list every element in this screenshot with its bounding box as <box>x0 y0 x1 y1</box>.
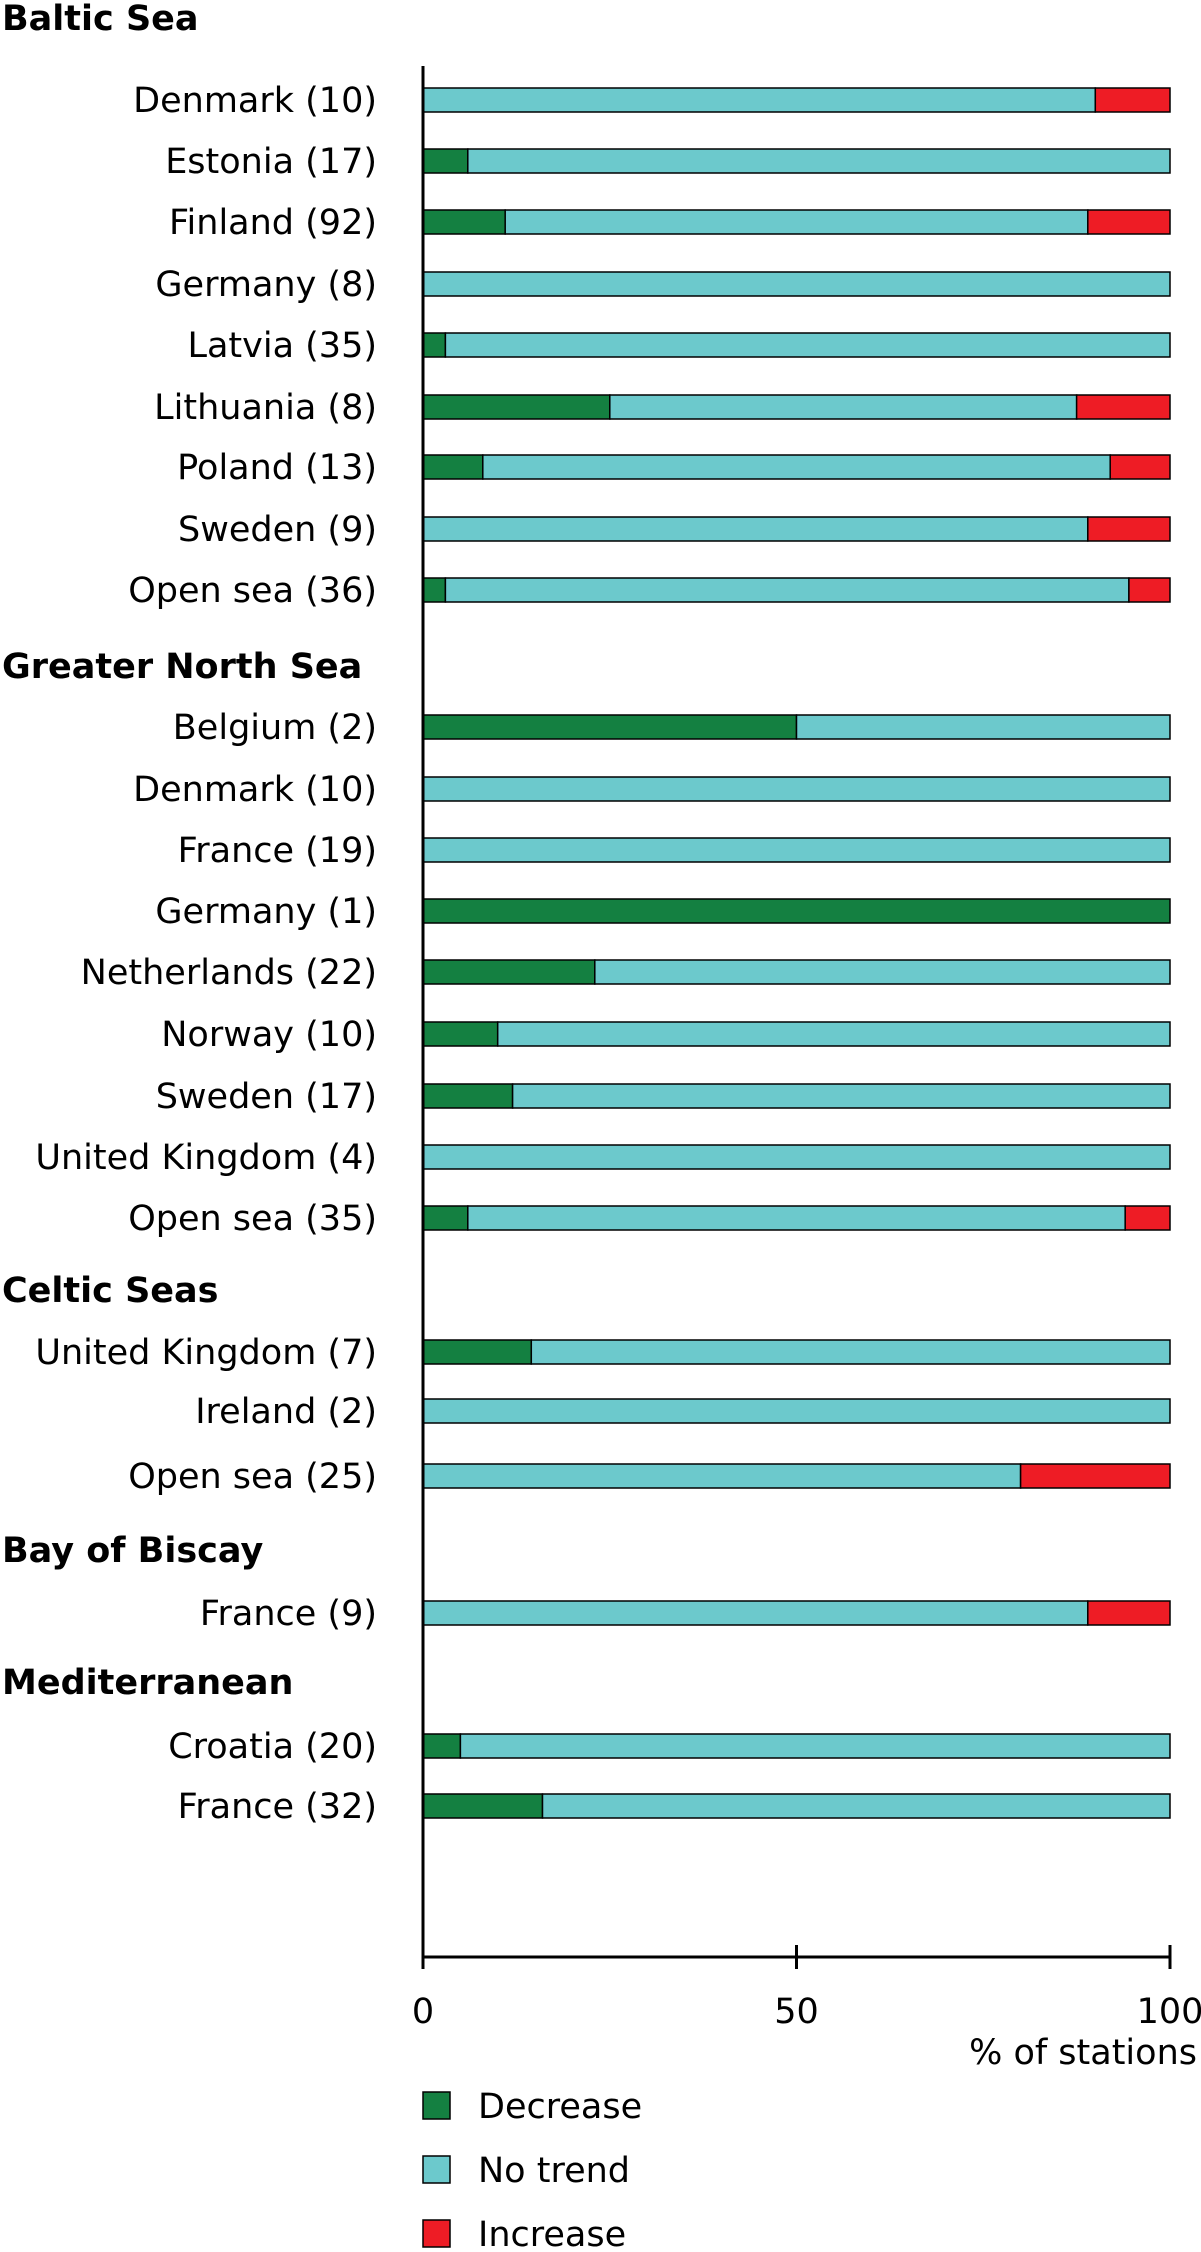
x-axis: % of stations 0 50 100 <box>412 66 1201 2073</box>
bar-segment-no-trend <box>422 1463 1022 1489</box>
bar-segment-increase <box>1087 1600 1171 1626</box>
bar-segment-increase <box>1094 87 1171 113</box>
bar-segment-no-trend <box>541 1793 1171 1819</box>
row-label: Sweden (17) <box>156 1077 377 1117</box>
row-label: Sweden (9) <box>178 510 377 550</box>
row-label: Ireland (2) <box>195 1392 377 1432</box>
row-label: Germany (1) <box>155 892 377 932</box>
bar-segment-no-trend <box>422 1144 1171 1170</box>
bar-segment-no-trend <box>422 87 1097 113</box>
bar-segment-no-trend <box>422 776 1171 802</box>
bar-segment-no-trend <box>504 209 1089 235</box>
x-tick-label: 0 <box>412 1992 434 2032</box>
row-label: United Kingdom (7) <box>35 1333 377 1373</box>
bar-segment-no-trend <box>482 454 1112 480</box>
bar-segment-no-trend <box>422 837 1171 863</box>
bar-segment-no-trend <box>496 1021 1171 1047</box>
row-label: Denmark (10) <box>133 81 377 121</box>
bar-segment-no-trend <box>444 332 1171 358</box>
bar-segment-decrease <box>422 898 1171 924</box>
bar-segment-no-trend <box>422 1398 1171 1424</box>
row-label: Finland (92) <box>169 203 377 243</box>
bar-segment-no-trend <box>795 714 1171 740</box>
legend-label: Decrease <box>478 2087 642 2127</box>
bar-segment-increase <box>1019 1463 1171 1489</box>
bar-segment-decrease <box>422 714 798 740</box>
bar-segment-no-trend <box>459 1733 1171 1759</box>
bar-segment-increase <box>1124 1205 1171 1231</box>
bar-segment-decrease <box>422 1021 499 1047</box>
bar-segment-decrease <box>422 1339 533 1365</box>
bar-segment-no-trend <box>444 577 1130 603</box>
row-label: France (9) <box>200 1594 377 1634</box>
bar-segment-no-trend <box>422 1600 1089 1626</box>
x-axis-label: % of stations <box>969 2033 1197 2073</box>
group-title: Baltic Sea <box>2 0 199 39</box>
bar-segment-decrease <box>422 209 506 235</box>
legend-swatch <box>422 2091 451 2120</box>
bar-segment-no-trend <box>511 1083 1171 1109</box>
bar-segment-decrease <box>422 577 447 603</box>
legend-label: No trend <box>478 2151 630 2191</box>
legend-swatch <box>422 2155 451 2184</box>
bar-segment-decrease <box>422 1733 462 1759</box>
row-label: Belgium (2) <box>173 708 377 748</box>
group-title: Bay of Biscay <box>2 1531 263 1571</box>
row-label: Netherlands (22) <box>81 953 377 993</box>
row-label: Lithuania (8) <box>154 388 377 428</box>
group-title: Mediterranean <box>2 1663 293 1703</box>
bar-segment-decrease <box>422 1205 469 1231</box>
row-label: Open sea (36) <box>128 571 377 611</box>
bar-segment-increase <box>1128 577 1171 603</box>
row-label: France (32) <box>178 1787 377 1827</box>
bar-segment-decrease <box>422 959 596 985</box>
row-label: Croatia (20) <box>168 1727 377 1767</box>
bar-segment-decrease <box>422 332 447 358</box>
row-label: Open sea (25) <box>128 1457 377 1497</box>
legend: Decrease No trend Increase <box>422 2087 642 2252</box>
bar-segment-increase <box>1075 394 1171 420</box>
legend-swatch <box>422 2219 451 2248</box>
bar-segment-decrease <box>422 1793 544 1819</box>
x-tick-label: 50 <box>774 1992 819 2032</box>
bars-layer <box>422 87 1171 1819</box>
row-label: Estonia (17) <box>165 142 377 182</box>
row-label: Denmark (10) <box>133 770 377 810</box>
labels-layer: Baltic Sea Denmark (10) Estonia (17) Finlan… <box>2 0 377 1827</box>
row-label: Latvia (35) <box>187 326 377 366</box>
bar-segment-no-trend <box>467 148 1171 174</box>
row-label: United Kingdom (4) <box>35 1138 377 1178</box>
bar-segment-increase <box>1087 209 1171 235</box>
x-tick-label: 100 <box>1137 1992 1201 2032</box>
row-label: Norway (10) <box>161 1015 377 1055</box>
bar-segment-no-trend <box>467 1205 1126 1231</box>
bar-segment-increase <box>1109 454 1171 480</box>
row-label: Germany (8) <box>155 265 377 305</box>
bar-segment-no-trend <box>422 516 1089 542</box>
group-title: Greater North Sea <box>2 647 362 687</box>
group-title: Celtic Seas <box>2 1271 218 1311</box>
bar-segment-no-trend <box>594 959 1171 985</box>
row-label: Poland (13) <box>177 448 377 488</box>
bar-segment-no-trend <box>530 1339 1171 1365</box>
row-label: Open sea (35) <box>128 1199 377 1239</box>
row-label: France (19) <box>178 831 377 871</box>
bar-segment-no-trend <box>422 271 1171 297</box>
bar-segment-decrease <box>422 394 611 420</box>
bar-segment-decrease <box>422 1083 514 1109</box>
bar-segment-decrease <box>422 454 484 480</box>
bar-segment-increase <box>1087 516 1171 542</box>
legend-label: Increase <box>478 2215 626 2252</box>
bar-segment-decrease <box>422 148 469 174</box>
bar-segment-no-trend <box>609 394 1078 420</box>
